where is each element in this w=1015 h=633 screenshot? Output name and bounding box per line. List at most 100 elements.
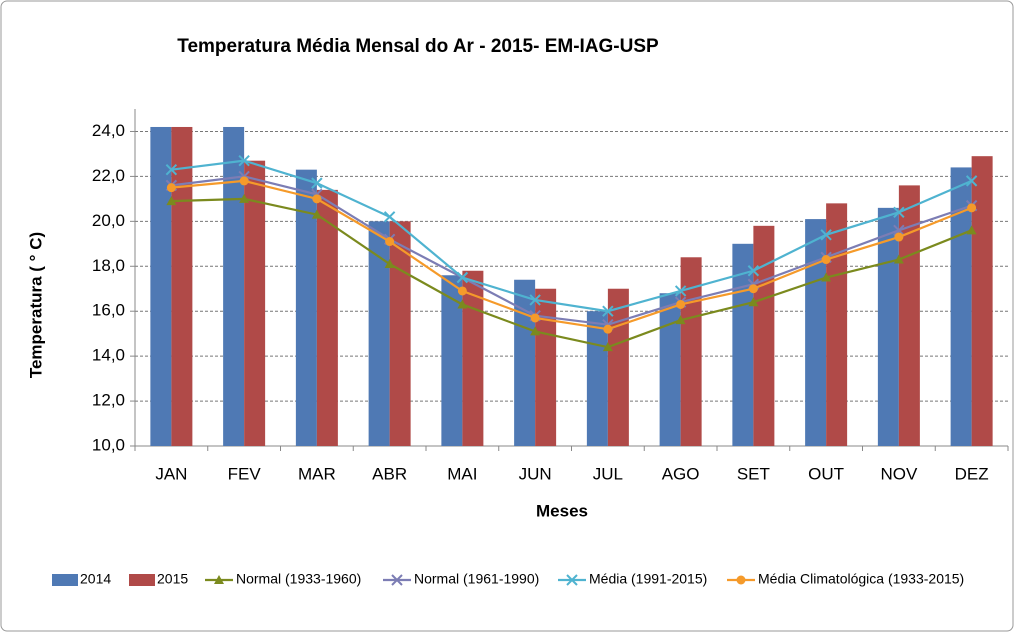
x-tick-label: JUL xyxy=(593,464,623,483)
line-marker xyxy=(530,326,541,336)
bar xyxy=(826,203,848,446)
line-marker xyxy=(893,206,905,219)
line-marker xyxy=(166,196,177,206)
y-tick-label: 20,0 xyxy=(92,211,125,230)
line-marker xyxy=(311,209,322,219)
legend-marker xyxy=(736,575,746,585)
chart-title: Temperatura Média Mensal do Ar - 2015- E… xyxy=(177,36,659,57)
bar xyxy=(295,169,317,446)
line xyxy=(171,159,973,313)
bar xyxy=(441,275,463,446)
y-tick-label: 16,0 xyxy=(92,301,125,320)
bar xyxy=(368,221,390,446)
line-marker xyxy=(965,175,978,187)
line-marker xyxy=(893,224,905,237)
bar xyxy=(607,288,629,446)
x-tick-label: NOV xyxy=(880,464,918,483)
line-marker xyxy=(603,324,613,334)
line-marker xyxy=(748,284,758,294)
y-tick-label: 14,0 xyxy=(92,346,125,365)
bar xyxy=(223,126,245,447)
line-marker xyxy=(820,229,832,241)
line xyxy=(171,197,973,349)
x-tick-label: ABR xyxy=(372,464,407,483)
bar xyxy=(732,243,754,446)
legend-swatch xyxy=(129,574,155,586)
line-marker xyxy=(894,232,904,242)
line-marker xyxy=(748,297,759,307)
line-marker xyxy=(674,285,687,297)
x-tick-label: OUT xyxy=(808,464,844,483)
line-marker xyxy=(821,255,831,265)
line-marker xyxy=(384,259,395,269)
line-marker xyxy=(530,313,540,323)
bar xyxy=(971,156,993,446)
y-tick-label: 24,0 xyxy=(92,121,125,140)
bar xyxy=(659,293,681,446)
bar xyxy=(898,185,920,447)
x-tick-label: FEV xyxy=(228,464,262,483)
bar xyxy=(244,160,266,446)
line-marker xyxy=(383,211,396,223)
line-marker xyxy=(456,271,469,284)
bar xyxy=(805,219,827,446)
x-axis-title: Meses xyxy=(536,501,588,520)
y-tick-label: 18,0 xyxy=(92,256,125,275)
x-tick-label: MAR xyxy=(298,464,336,483)
x-tick-label: JAN xyxy=(155,464,187,483)
line-marker xyxy=(676,299,686,309)
line-marker xyxy=(602,305,614,317)
bar xyxy=(753,225,775,446)
line-marker xyxy=(675,315,686,325)
bar xyxy=(462,270,484,446)
line-marker xyxy=(385,237,395,247)
line-marker xyxy=(239,193,250,203)
line xyxy=(171,179,973,331)
line-marker xyxy=(238,154,250,167)
line-marker xyxy=(312,194,322,204)
line-marker xyxy=(457,299,468,309)
legend-label: Normal (1961-1990) xyxy=(414,571,539,587)
bar xyxy=(535,288,557,446)
legend-label: Média Climatológica (1933-2015) xyxy=(758,571,964,587)
x-tick-label: AGO xyxy=(662,464,700,483)
line-marker xyxy=(747,265,760,277)
bar xyxy=(680,257,702,446)
line-marker xyxy=(311,177,323,189)
line xyxy=(171,175,972,326)
y-axis-title: Temperatura ( ° C) xyxy=(26,232,45,378)
y-tick-label: 22,0 xyxy=(92,166,125,185)
bar xyxy=(514,279,536,446)
line-marker xyxy=(966,225,977,235)
line-marker xyxy=(529,294,541,306)
line-marker xyxy=(165,163,178,176)
legend-label: Média (1991-2015) xyxy=(589,571,707,587)
bar xyxy=(877,207,899,446)
y-tick-label: 12,0 xyxy=(92,391,125,410)
line-marker xyxy=(893,254,904,264)
y-tick-label: 10,0 xyxy=(92,435,125,454)
x-tick-label: DEZ xyxy=(955,464,989,483)
line-marker xyxy=(166,183,176,193)
line-marker xyxy=(821,272,832,282)
legend-label: 2015 xyxy=(157,571,188,587)
line-marker xyxy=(457,286,467,296)
legend-marker xyxy=(214,575,224,584)
bar xyxy=(389,221,411,446)
legend-marker xyxy=(566,574,578,586)
legend-label: Normal (1933-1960) xyxy=(236,571,361,587)
line-marker xyxy=(239,176,249,186)
line-marker xyxy=(967,203,977,213)
line-marker xyxy=(602,342,613,352)
x-tick-label: MAI xyxy=(447,464,477,483)
x-tick-label: SET xyxy=(737,464,770,483)
legend-label: 2014 xyxy=(80,571,111,587)
bar xyxy=(150,126,172,447)
bar xyxy=(316,189,338,446)
bar xyxy=(171,126,193,447)
legend-swatch xyxy=(52,574,78,586)
legend-marker xyxy=(391,574,403,586)
x-tick-label: JUN xyxy=(519,464,552,483)
